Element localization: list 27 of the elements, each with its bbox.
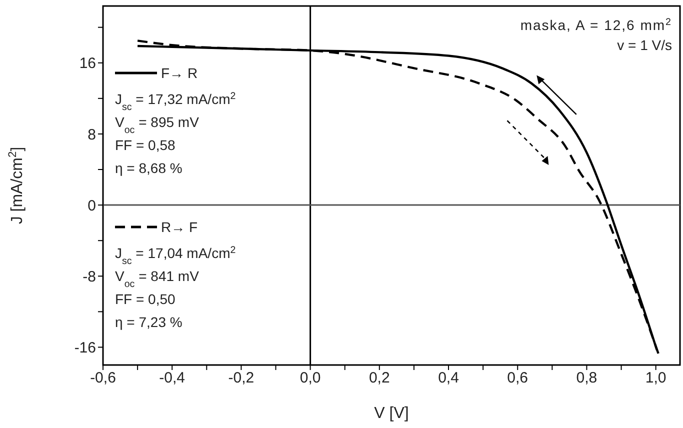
annotation: FF = 0,58 — [115, 137, 176, 153]
x-tick-label: -0,2 — [228, 370, 254, 387]
y-tick-label: -8 — [82, 268, 96, 286]
annotation: maska, A = 12,6 mm$^{2}$ — [520, 16, 672, 33]
y-tick-label: 8 — [88, 126, 96, 144]
x-tick-label: -0,6 — [90, 370, 116, 387]
x-tick-label: 0,4 — [438, 370, 459, 387]
annotation: V$_{oc}$ = 895 mV — [115, 114, 200, 136]
annotation: η = 8,68 % — [115, 160, 182, 176]
y-tick-label: -16 — [74, 340, 96, 357]
legend-label: R→ F — [161, 219, 198, 235]
annotation: J$_{sc}$ = 17,04 mA/cm$^{2}$ — [115, 244, 236, 266]
annotation: v = 1 V/s — [617, 37, 672, 53]
x-tick-label: 0,6 — [507, 370, 528, 387]
x-tick-label: 0,2 — [368, 370, 390, 387]
x-axis-title: V [V] — [374, 405, 409, 422]
annotation: J$_{sc}$ = 17,32 mA/cm$^{2}$ — [115, 90, 236, 112]
x-tick-label: 0,0 — [300, 370, 321, 387]
y-tick-label: 0 — [88, 197, 96, 214]
annotation: η = 7,23 % — [115, 314, 182, 330]
annotation: FF = 0,50 — [115, 291, 176, 307]
x-tick-label: 1,0 — [645, 370, 666, 387]
annotation: V$_{oc}$ = 841 mV — [115, 268, 200, 290]
y-tick-label: 16 — [79, 55, 96, 72]
legend-label: F→ R — [161, 65, 198, 81]
x-tick-label: -0,4 — [159, 370, 186, 387]
x-tick-label: 0,8 — [576, 370, 598, 387]
